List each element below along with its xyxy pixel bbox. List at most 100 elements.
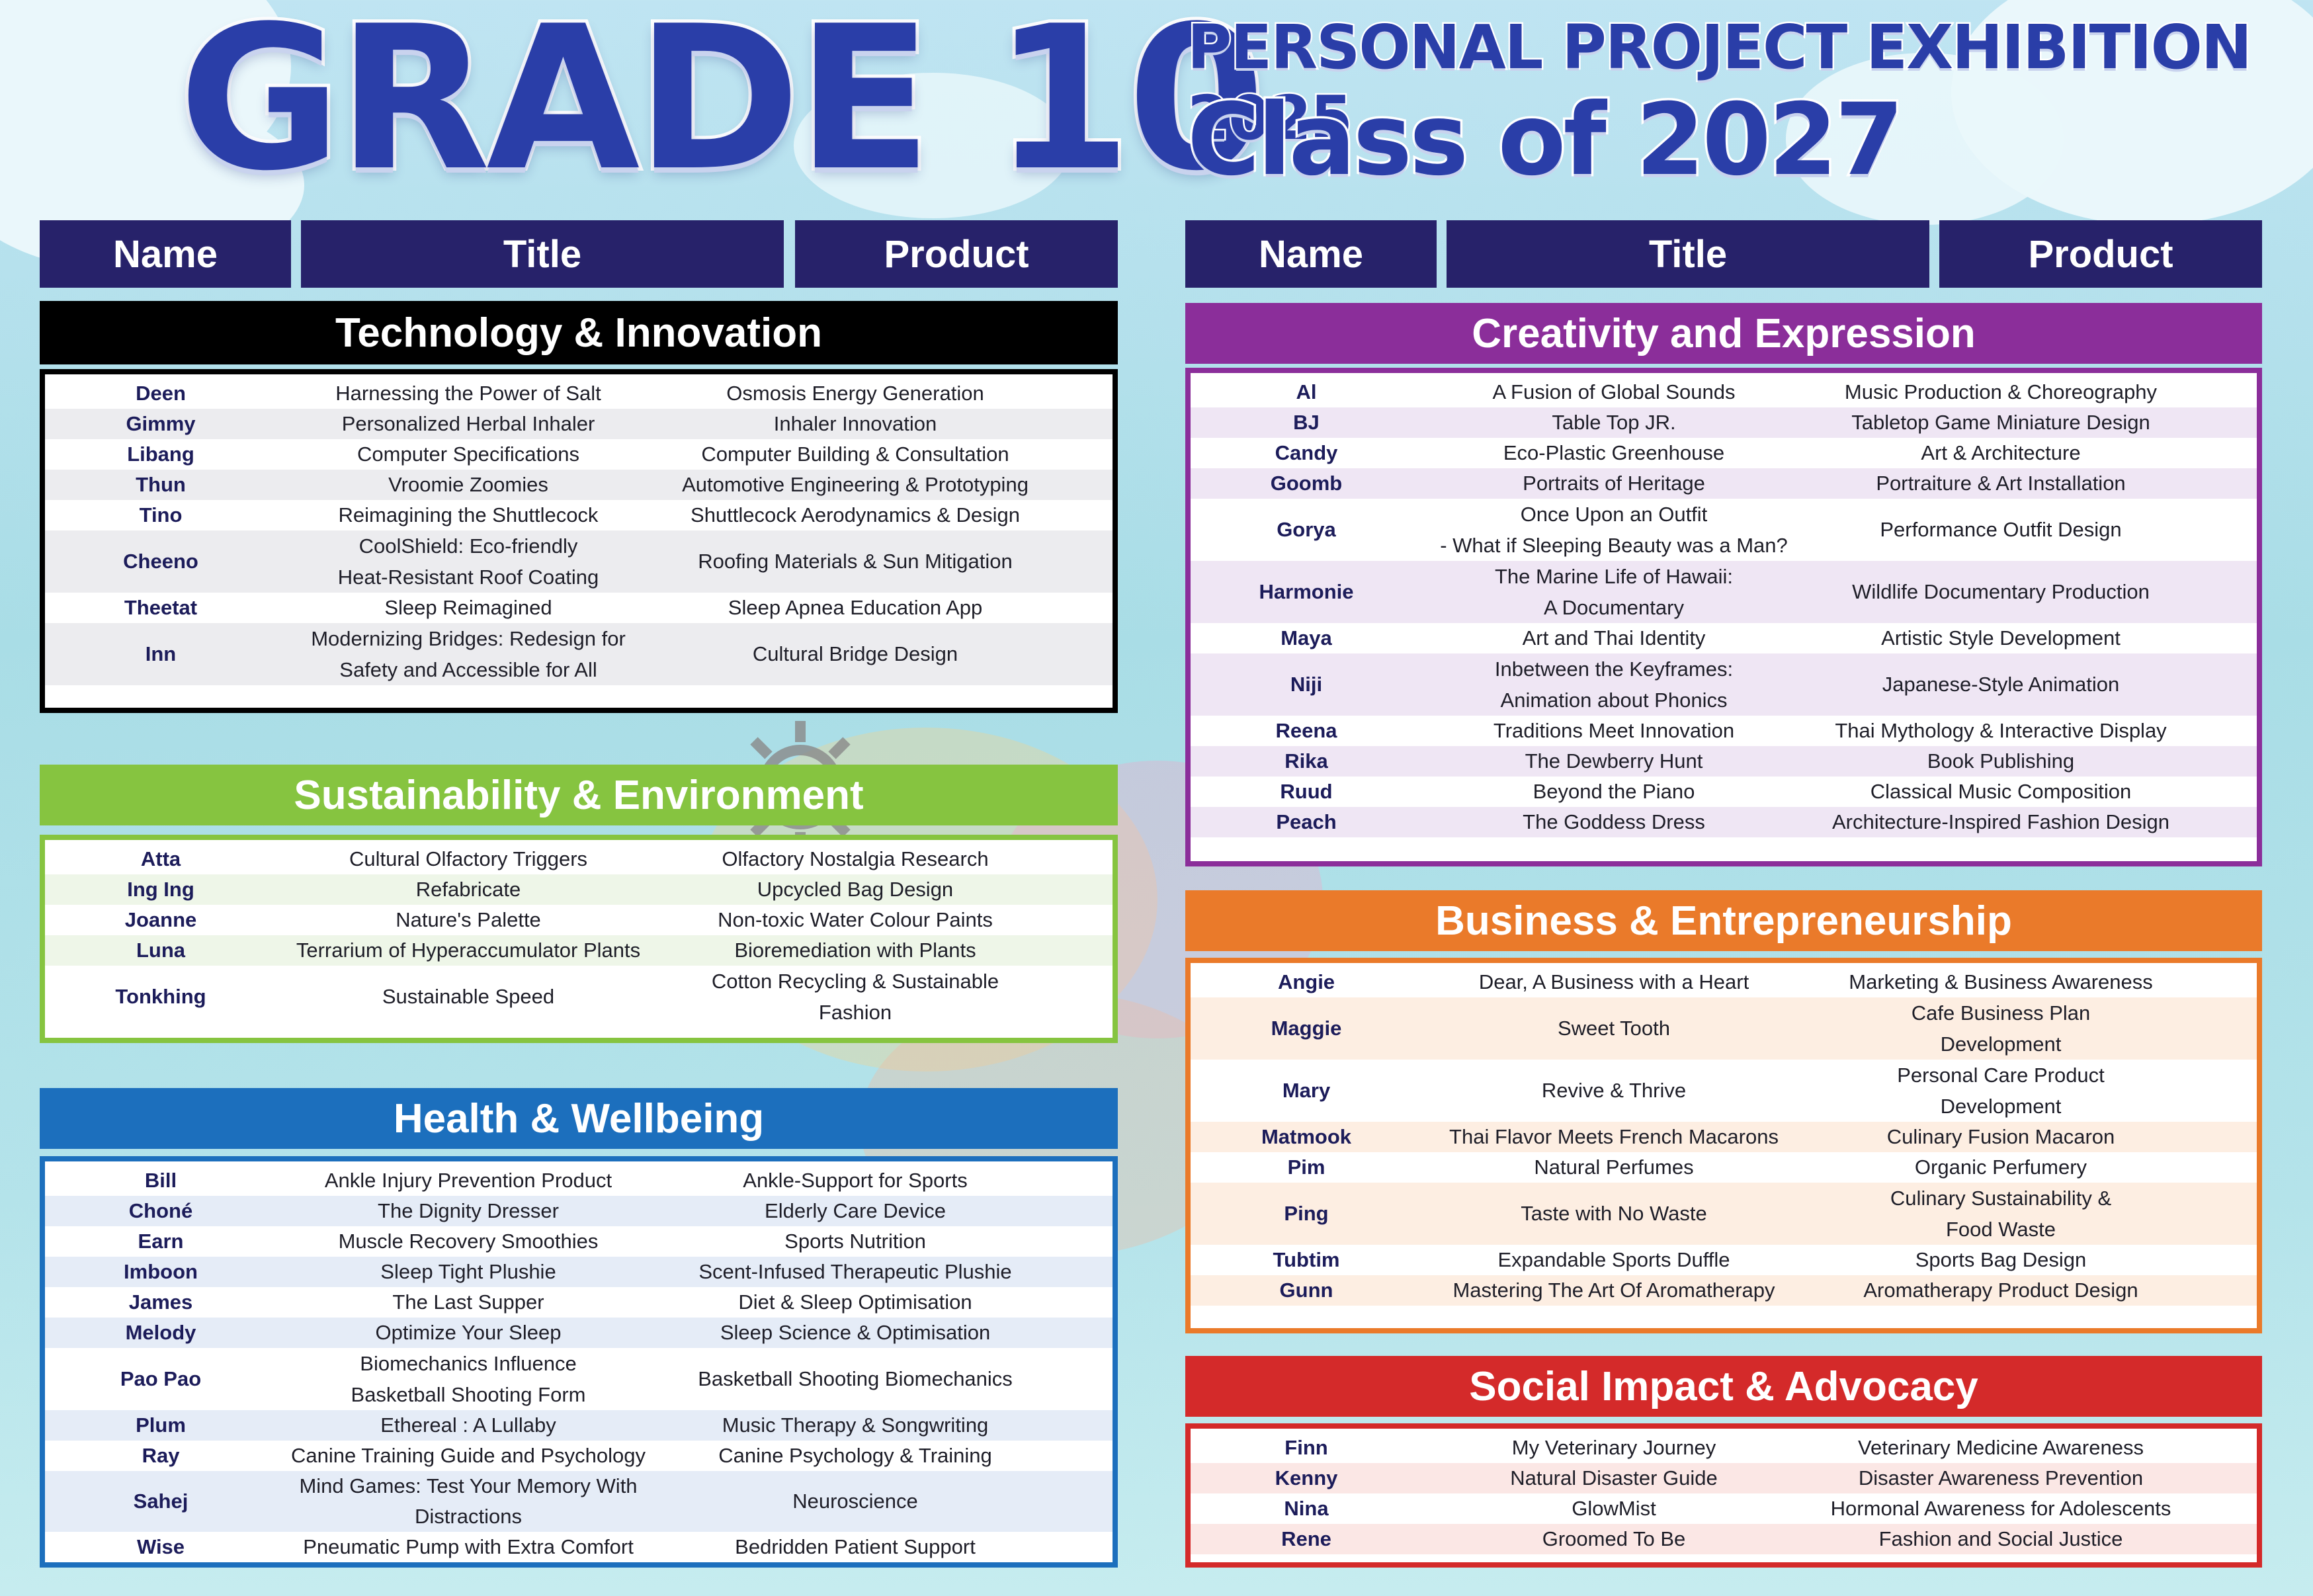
- student-name-line: Goomb: [1270, 472, 1343, 495]
- section-title-business: Business & Entrepreneurship: [1185, 890, 2262, 951]
- project-product: Bedridden Patient Support: [660, 1532, 1050, 1562]
- student-name: Maggie: [1191, 1013, 1422, 1044]
- project-title-line: The Last Supper: [392, 1290, 544, 1314]
- project-title-line: Nature's Palette: [396, 908, 541, 931]
- project-title-line: Thai Flavor Meets French Macarons: [1449, 1125, 1779, 1148]
- project-title-line: Mind Games: Test Your Memory With Distra…: [299, 1474, 638, 1528]
- project-product-line: Organic Perfumery: [1914, 1155, 2087, 1179]
- project-product-line: Bedridden Patient Support: [735, 1535, 976, 1558]
- project-title-line: Groomed To Be: [1542, 1527, 1686, 1550]
- table-row: Maggie Sweet Tooth Cafe Business Plan Devel…: [1191, 997, 2257, 1060]
- project-title: GlowMist: [1422, 1493, 1806, 1524]
- student-name-line: Tubtim: [1273, 1248, 1340, 1271]
- section-table-health: Bill Ankle Injury Prevention Product Ankle…: [40, 1156, 1118, 1568]
- student-name-line: Melody: [125, 1321, 196, 1344]
- project-title: Traditions Meet Innovation: [1422, 716, 1806, 746]
- project-product: Cultural Bridge Design: [660, 639, 1050, 669]
- project-title: Canine Training Guide and Psychology: [276, 1441, 660, 1471]
- project-product-line: Music Production & Choreography: [1844, 380, 2158, 403]
- project-product-line: Osmosis Energy Generation: [726, 382, 984, 405]
- student-name-line: Deen: [136, 382, 186, 405]
- project-title: Cultural Olfactory Triggers: [276, 844, 660, 874]
- student-name: Libang: [45, 439, 276, 470]
- project-title-line: Expandable Sports Duffle: [1497, 1248, 1730, 1271]
- project-product-line: Culinary Fusion Macaron: [1886, 1125, 2115, 1148]
- grade-title: GRADE 10: [175, 0, 1269, 214]
- project-title: Sleep Reimagined: [276, 593, 660, 623]
- project-product-line: Japanese-Style Animation: [1882, 673, 2120, 696]
- table-row: Luna Terrarium of Hyperaccumulator Plants…: [45, 935, 1113, 966]
- project-title: A Fusion of Global Sounds: [1422, 377, 1806, 407]
- table-row: Peach The Goddess Dress Architecture-Inspi…: [1191, 807, 2257, 837]
- student-name-line: Earn: [138, 1230, 184, 1253]
- project-title: Ethereal : A Lullaby: [276, 1410, 660, 1441]
- project-title-line: Heat-Resistant Roof Coating: [337, 566, 599, 589]
- project-product-line: Hormonal Awareness for Adolescents: [1830, 1497, 2171, 1520]
- student-name-line: Wise: [136, 1535, 185, 1558]
- project-title: Portraits of Heritage: [1422, 468, 1806, 499]
- section-table-social: Finn My Veterinary Journey Veterinary Medi…: [1185, 1423, 2262, 1568]
- project-title-line: Ethereal : A Lullaby: [380, 1413, 556, 1437]
- table-row: Choné The Dignity Dresser Elderly Care Dev…: [45, 1196, 1113, 1226]
- project-product-line: Art & Architecture: [1921, 441, 2081, 464]
- project-product: Personal Care Product Development: [1806, 1060, 2196, 1122]
- project-product-line: Sleep Science & Optimisation: [720, 1321, 991, 1344]
- background-cloud: [1786, 53, 2064, 225]
- student-name: Peach: [1191, 807, 1422, 837]
- student-name-line: Matmook: [1261, 1125, 1352, 1148]
- project-product: Marketing & Business Awareness: [1806, 967, 2196, 997]
- project-title-line: Refabricate: [415, 878, 521, 901]
- project-title: Inbetween the Keyframes: Animation about …: [1422, 653, 1806, 716]
- table-row: Plum Ethereal : A Lullaby Music Therapy & …: [45, 1410, 1113, 1441]
- column-header-product: Product: [795, 220, 1118, 288]
- section-table-sustainability: Atta Cultural Olfactory Triggers Olfactory…: [40, 835, 1118, 1043]
- table-row: Nina GlowMist Hormonal Awareness for Adole…: [1191, 1493, 2257, 1524]
- student-name-line: Luna: [136, 939, 186, 962]
- project-title: Natural Disaster Guide: [1422, 1463, 1806, 1493]
- project-product-line: Food Waste: [1946, 1218, 2056, 1241]
- section-title-sustainability: Sustainability & Environment: [40, 765, 1118, 825]
- student-name: Earn: [45, 1226, 276, 1257]
- table-row: Bill Ankle Injury Prevention Product Ankle…: [45, 1165, 1113, 1196]
- project-title-line: Portraits of Heritage: [1523, 472, 1705, 495]
- student-name: Finn: [1191, 1433, 1422, 1463]
- table-row: Angie Dear, A Business with a Heart Market…: [1191, 967, 2257, 997]
- project-product: Bioremediation with Plants: [660, 935, 1050, 966]
- project-product: Olfactory Nostalgia Research: [660, 844, 1050, 874]
- student-name-line: Rene: [1281, 1527, 1331, 1550]
- project-title: Modernizing Bridges: Redesign for Safety …: [276, 623, 660, 685]
- section-table-business: Angie Dear, A Business with a Heart Market…: [1185, 958, 2262, 1333]
- project-product-line: Veterinary Medicine Awareness: [1858, 1436, 2144, 1459]
- project-title-line: Basketball Shooting Form: [351, 1383, 586, 1406]
- project-product: Book Publishing: [1806, 746, 2196, 777]
- student-name: Harmonie: [1191, 577, 1422, 607]
- project-product-line: Canine Psychology & Training: [718, 1444, 992, 1467]
- project-title-line: Cultural Olfactory Triggers: [349, 847, 588, 870]
- project-title: Refabricate: [276, 874, 660, 905]
- student-name-line: Candy: [1275, 441, 1338, 464]
- table-row: Goomb Portraits of Heritage Portraiture & …: [1191, 468, 2257, 499]
- project-title-line: A Documentary: [1544, 596, 1684, 619]
- project-title: Sustainable Speed: [276, 982, 660, 1012]
- project-title-line: The Marine Life of Hawaii:: [1494, 565, 1734, 588]
- table-row: Theetat Sleep Reimagined Sleep Apnea Educa…: [45, 593, 1113, 623]
- student-name-line: Harmonie: [1259, 580, 1354, 603]
- project-title: The Goddess Dress: [1422, 807, 1806, 837]
- project-title: The Marine Life of Hawaii: A Documentary: [1422, 561, 1806, 623]
- project-title-line: Optimize Your Sleep: [375, 1321, 562, 1344]
- project-title: Terrarium of Hyperaccumulator Plants: [276, 935, 660, 966]
- project-product-line: Cultural Bridge Design: [752, 642, 958, 665]
- project-product-line: Development: [1940, 1032, 2062, 1056]
- project-product: Sleep Apnea Education App: [660, 593, 1050, 623]
- project-product: Artistic Style Development: [1806, 623, 2196, 653]
- student-name-line: Gunn: [1279, 1279, 1333, 1302]
- project-title-line: Sleep Reimagined: [384, 596, 552, 619]
- project-title: Natural Perfumes: [1422, 1152, 1806, 1183]
- table-row: Tino Reimagining the Shuttlecock Shuttleco…: [45, 500, 1113, 530]
- student-name: Goomb: [1191, 468, 1422, 499]
- project-title: Optimize Your Sleep: [276, 1318, 660, 1348]
- project-title: Computer Specifications: [276, 439, 660, 470]
- project-title-line: The Dewberry Hunt: [1525, 749, 1703, 773]
- student-name-line: BJ: [1293, 411, 1320, 434]
- table-row: Melody Optimize Your Sleep Sleep Science &…: [45, 1318, 1113, 1348]
